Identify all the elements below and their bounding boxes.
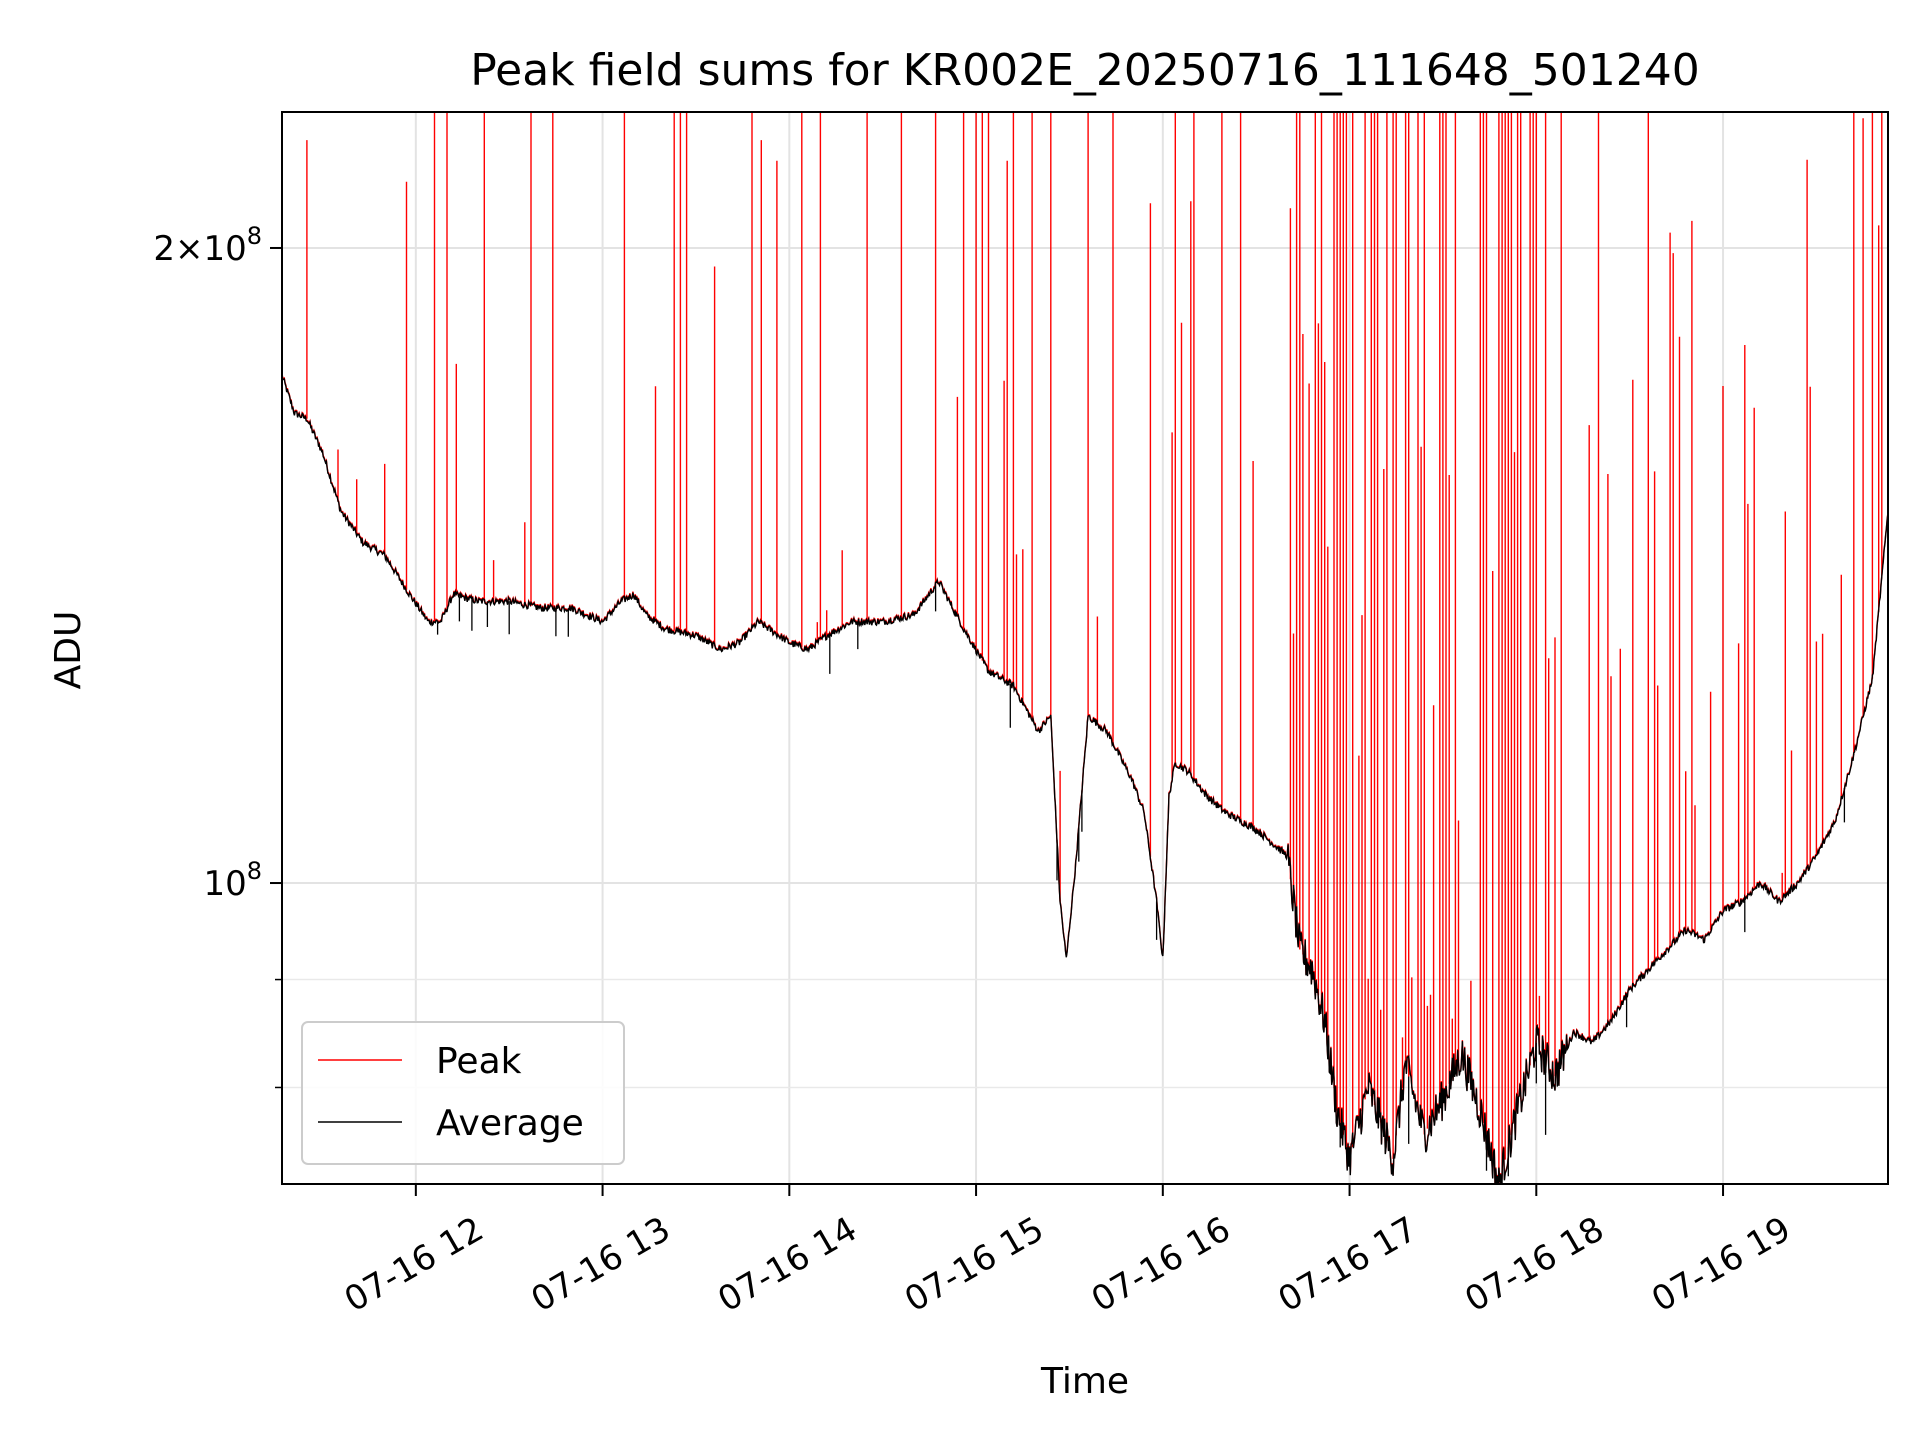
plot-frame xyxy=(281,111,1889,1185)
peak-spike xyxy=(306,112,1888,1184)
y-tick-label: 108 xyxy=(203,857,262,904)
chart-title: Peak field sums for KR002E_20250716_1116… xyxy=(470,45,1700,96)
legend-average-label: Average xyxy=(436,1103,584,1144)
series-layer xyxy=(282,112,1888,1184)
x-axis-label: Time xyxy=(1040,1361,1129,1402)
y-tick-label: 2×108 xyxy=(153,222,262,269)
y-axis-ticks: 108 2×108 xyxy=(153,222,282,1089)
average-series-line xyxy=(282,374,1888,1184)
average-dip xyxy=(436,585,1846,1184)
legend-box xyxy=(301,1021,625,1165)
peak-series-spikes xyxy=(306,112,1888,1184)
legend: Peak Average xyxy=(301,1021,625,1165)
y-axis-label: ADU xyxy=(48,611,89,690)
legend-peak-label: Peak xyxy=(436,1041,522,1082)
